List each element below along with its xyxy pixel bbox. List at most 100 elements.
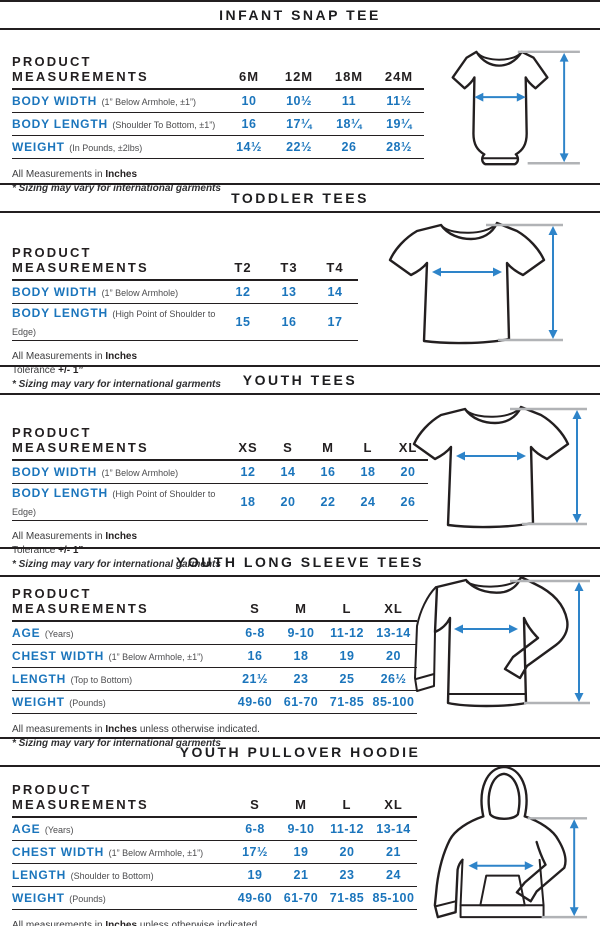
section-notes: All Measurements in Inches Tolerance +/-… <box>12 530 600 572</box>
measurement-value: 14 <box>268 460 308 484</box>
measurement-value: 13-14 <box>370 817 417 841</box>
column-header: S <box>232 586 278 622</box>
row-descriptor: (Pounds) <box>69 697 106 708</box>
measurement-value: 11 <box>324 89 374 113</box>
measurement-value: 18 <box>348 460 388 484</box>
measurement-value: 14½ <box>224 135 274 159</box>
measurement-value: 25 <box>324 667 370 691</box>
section-title: YOUTH LONG SLEEVE TEES <box>176 554 424 570</box>
infant-bodysuit-illustration <box>424 40 584 178</box>
measurement-value: 26 <box>388 483 428 521</box>
table-row: CHEST WIDTH (1” Below Armhole, ±1”) 17½ … <box>12 840 417 864</box>
measurements-note: All measurements in Inches unless otherw… <box>12 919 260 926</box>
column-header: L <box>324 782 370 818</box>
row-label: WEIGHT <box>12 694 65 709</box>
table-row: BODY LENGTH (High Point of Shoulder to E… <box>12 483 428 521</box>
table-row: AGE (Years) 6-8 9-10 11-12 13-14 <box>12 817 417 841</box>
row-descriptor: (1” Below Armhole) <box>101 287 179 298</box>
sizing-note: * Sizing may vary for international garm… <box>12 558 221 570</box>
section-notes: All measurements in Inches unless otherw… <box>12 723 600 751</box>
column-header: S <box>232 782 278 818</box>
measurement-value: 12 <box>220 280 266 304</box>
chest-width-arrow <box>468 861 534 871</box>
tolerance-note: Tolerance +/- 1” <box>12 364 84 376</box>
size-table: PRODUCT MEASUREMENTS T2 T3 T4 BODY WIDTH… <box>12 245 358 341</box>
measurement-value: 24 <box>348 483 388 521</box>
section-notes: All Measurements in Inches * Sizing may … <box>12 168 600 196</box>
measurement-value: 23 <box>324 863 370 887</box>
measurement-value: 18 <box>278 644 324 668</box>
section-title-bar: INFANT SNAP TEE <box>0 0 600 30</box>
measurement-value: 71-85 <box>324 886 370 910</box>
tee-illustration <box>386 211 566 353</box>
row-label: BODY LENGTH <box>12 485 108 500</box>
table-row: LENGTH (Top to Bottom) 21½ 23 25 26½ <box>12 667 417 691</box>
row-label: BODY LENGTH <box>12 116 108 131</box>
row-descriptor: (1” Below Armhole) <box>101 467 179 478</box>
section-title-bar: TODDLER TEES <box>0 183 600 213</box>
measurement-value: 19 <box>278 840 324 864</box>
row-descriptor: (Shoulder to Bottom) <box>70 870 154 881</box>
measurement-value: 13 <box>266 280 312 304</box>
measurement-value: 17 <box>312 303 358 341</box>
table-header-row: PRODUCT MEASUREMENTS T2 T3 T4 <box>12 245 358 281</box>
column-header: L <box>324 586 370 622</box>
measurements-note: All Measurements in Inches <box>12 350 138 362</box>
table-header-label: PRODUCT MEASUREMENTS <box>12 586 232 622</box>
table-row: AGE (Years) 6-8 9-10 11-12 13-14 <box>12 621 417 645</box>
measurement-value: 15 <box>220 303 266 341</box>
measurement-value: 9-10 <box>278 817 324 841</box>
row-label: CHEST WIDTH <box>12 648 105 663</box>
measurement-value: 9-10 <box>278 621 324 645</box>
body-width-arrow <box>474 92 526 102</box>
row-label: WEIGHT <box>12 139 65 154</box>
row-label: LENGTH <box>12 867 67 882</box>
table-row: WEIGHT (Pounds) 49-60 61-70 71-85 85-100 <box>12 886 417 910</box>
hoodie-illustration <box>422 761 592 926</box>
row-descriptor: (Years) <box>44 824 74 835</box>
measurement-value: 12 <box>228 460 268 484</box>
section-toddler-tees: TODDLER TEES PRODUCT MEASUREMENTS T2 T3 … <box>0 183 600 390</box>
table-row: WEIGHT (In Pounds, ±2lbs) 14½ 22½ 26 28½ <box>12 135 424 159</box>
measurement-value: 18 <box>228 483 268 521</box>
measurement-value: 16 <box>224 112 274 136</box>
measurement-value: 26 <box>324 135 374 159</box>
measurement-value: 6-8 <box>232 621 278 645</box>
section-title-bar: YOUTH LONG SLEEVE TEES <box>0 547 600 577</box>
row-descriptor: (1” Below Armhole, ±1”) <box>108 651 204 662</box>
measurement-value: 23 <box>278 667 324 691</box>
table-row: BODY WIDTH (1” Below Armhole) 12 14 16 1… <box>12 460 428 484</box>
row-descriptor: (High Point of Shoulder to Edge) <box>12 308 216 337</box>
body-length-arrow <box>486 223 563 342</box>
table-header-row: PRODUCT MEASUREMENTS S M L XL <box>12 782 417 818</box>
section-title-bar: YOUTH PULLOVER HOODIE <box>0 737 600 767</box>
table-header-label: PRODUCT MEASUREMENTS <box>12 245 220 281</box>
measurement-value: 20 <box>370 644 417 668</box>
column-header: XS <box>228 425 268 461</box>
section-title: YOUTH TEES <box>242 372 358 388</box>
table-row: LENGTH (Shoulder to Bottom) 19 21 23 24 <box>12 863 417 887</box>
row-descriptor: (1” Below Armhole, ±1”) <box>108 847 204 858</box>
long-sleeve-tee-icon <box>414 575 590 708</box>
measurement-value: 21 <box>278 863 324 887</box>
tolerance-note: Tolerance +/- 1” <box>12 544 84 556</box>
body-length-arrow <box>510 407 587 526</box>
row-descriptor: (1” Below Armhole, ±1”) <box>101 96 197 107</box>
measurement-value: 14 <box>312 280 358 304</box>
section-infant-snap-tee: INFANT SNAP TEE PRODUCT MEASUREMENTS 6M … <box>0 0 600 194</box>
body-length-arrow <box>517 50 580 165</box>
size-table: PRODUCT MEASUREMENTS S M L XL AGE (Years… <box>12 586 417 714</box>
section-title: INFANT SNAP TEE <box>219 7 381 23</box>
measurement-value: 10½ <box>274 89 324 113</box>
length-arrow <box>510 579 590 705</box>
size-table: PRODUCT MEASUREMENTS S M L XL AGE (Years… <box>12 782 417 910</box>
size-table: PRODUCT MEASUREMENTS 6M 12M 18M 24M BODY… <box>12 54 424 159</box>
measurement-value: 20 <box>324 840 370 864</box>
row-label: BODY WIDTH <box>12 464 98 479</box>
measurement-value: 22 <box>308 483 348 521</box>
measurement-value: 16 <box>266 303 312 341</box>
table-row: WEIGHT (Pounds) 49-60 61-70 71-85 85-100 <box>12 690 417 714</box>
row-label: BODY WIDTH <box>12 284 98 299</box>
measurement-value: 71-85 <box>324 690 370 714</box>
